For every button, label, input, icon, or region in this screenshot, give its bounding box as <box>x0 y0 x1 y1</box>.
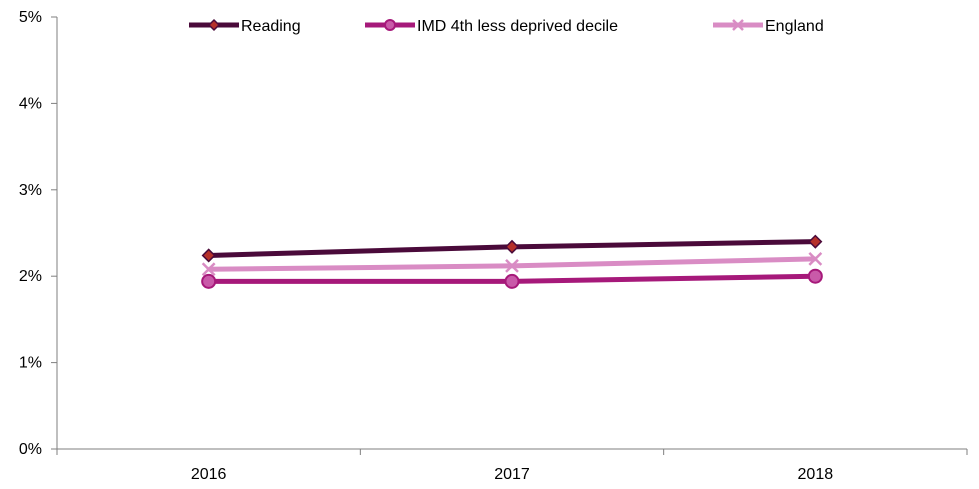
data-point <box>808 234 823 249</box>
legend-item: IMD 4th less deprived decile <box>365 18 618 35</box>
data-point <box>201 273 217 289</box>
marker-x-stroke <box>808 252 823 266</box>
legend-swatch-marker <box>207 18 221 32</box>
y-tick-label: 2% <box>19 268 42 285</box>
legend-label: England <box>765 18 824 35</box>
axes <box>56 17 967 450</box>
legend-item: England <box>713 18 824 35</box>
legend-label: IMD 4th less deprived decile <box>417 18 618 35</box>
x-tick-label: 2017 <box>494 466 530 483</box>
data-point <box>201 262 216 277</box>
series-group <box>201 234 823 289</box>
x-tick-label: 2018 <box>798 466 834 483</box>
y-tick-label: 5% <box>19 9 42 26</box>
x-axis-ticks: 2016 2017 2018 <box>56 449 968 483</box>
data-point <box>808 252 823 266</box>
data-point <box>807 268 823 284</box>
y-axis-ticks: 0% 1% 2% 3% 4% 5% <box>19 9 57 458</box>
legend-item: Reading <box>189 18 301 35</box>
legend-swatch-marker <box>384 19 396 31</box>
marker-x-stroke <box>732 19 744 31</box>
data-point <box>201 248 216 263</box>
y-tick-label: 4% <box>19 95 42 112</box>
data-point <box>505 258 519 273</box>
y-tick-label: 3% <box>19 182 42 199</box>
y-tick-label: 0% <box>19 441 42 458</box>
y-tick-label: 1% <box>19 355 42 372</box>
data-point <box>504 273 520 289</box>
marker-x-stroke <box>505 258 519 273</box>
marker-x-stroke <box>201 262 216 277</box>
legend: Reading IMD 4th less deprived decile Engla… <box>189 18 824 35</box>
x-tick-label: 2016 <box>191 466 227 483</box>
legend-label: Reading <box>241 18 301 35</box>
legend-swatch-marker <box>732 19 744 31</box>
data-point <box>504 239 520 254</box>
